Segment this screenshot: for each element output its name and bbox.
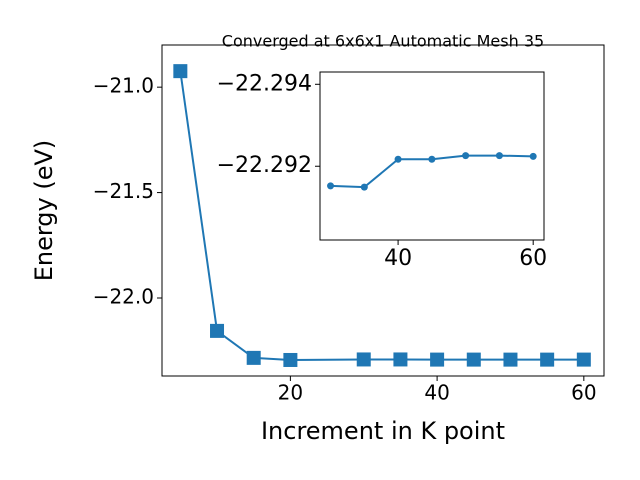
marker [173, 64, 188, 79]
x-tick-label: 60 [571, 381, 596, 405]
y-tick-label: −21.0 [93, 74, 154, 98]
marker [356, 352, 371, 367]
marker [283, 352, 298, 367]
y-tick-label: −22.292 [217, 153, 312, 178]
x-tick-label: 40 [424, 381, 449, 405]
marker [428, 155, 436, 163]
x-axis-label: Increment in K point [261, 417, 505, 445]
chart-title: Converged at 6x6x1 Automatic Mesh 35 [222, 32, 544, 51]
marker [394, 155, 402, 163]
marker [576, 352, 591, 367]
marker [360, 183, 368, 191]
marker [430, 352, 445, 367]
marker [529, 152, 537, 160]
marker [540, 352, 555, 367]
marker [466, 352, 481, 367]
x-tick-label: 60 [519, 246, 547, 271]
marker [246, 350, 261, 365]
marker [503, 352, 518, 367]
marker [462, 152, 470, 160]
marker [393, 352, 408, 367]
x-tick-label: 40 [384, 246, 412, 271]
y-axis-label: Energy (eV) [30, 140, 58, 282]
y-tick-label: −21.5 [93, 179, 154, 203]
marker [495, 152, 503, 160]
y-tick-label: −22.0 [93, 284, 154, 308]
y-tick-label: −22.294 [217, 71, 312, 96]
x-tick-label: 20 [278, 381, 303, 405]
marker [210, 323, 225, 338]
marker [327, 182, 335, 190]
